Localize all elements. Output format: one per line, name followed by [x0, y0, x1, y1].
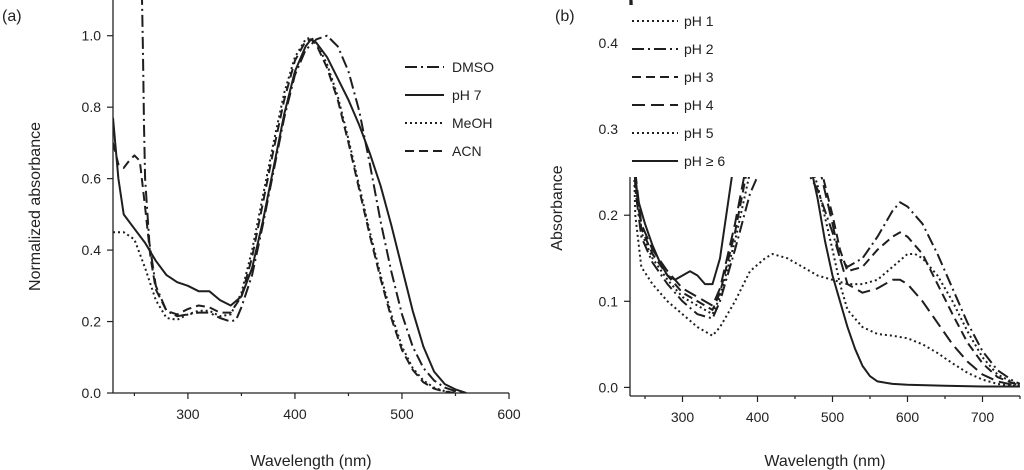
x-tick-label: 600	[896, 409, 920, 425]
y-axis-label: Normalized absorbance	[27, 122, 44, 291]
x-axis-label: Wavelength (nm)	[764, 453, 885, 470]
legend-label: ACN	[452, 143, 482, 159]
series-line-ph-7	[113, 38, 467, 393]
legend-label: pH 3	[684, 69, 714, 85]
y-tick-label: 0.3	[599, 121, 619, 137]
x-tick-label: 300	[176, 406, 200, 422]
legend-label: MeOH	[452, 115, 492, 131]
y-tick-label: 0.2	[82, 314, 102, 330]
legend-label: pH 1	[684, 13, 714, 29]
y-tick-label: 0.0	[599, 379, 619, 395]
x-tick-label: 300	[671, 409, 695, 425]
series-line-acn	[113, 38, 456, 393]
x-tick-label: 700	[971, 409, 995, 425]
series-line-ph-5	[630, 0, 1020, 388]
x-tick-label: 400	[746, 409, 770, 425]
y-tick-label: 0.1	[599, 293, 619, 309]
y-tick-label: 0.0	[82, 385, 102, 401]
chart-panel-a: 300 400 500 600 0.0 0.2 0.4 0.6 0.8 1.0 Wavelength…	[2, 0, 521, 470]
series-group	[113, 0, 467, 393]
y-tick-label: 0.4	[599, 35, 619, 51]
legend-label: pH 7	[452, 87, 482, 103]
panel-label: (b)	[555, 8, 575, 25]
x-axis-label: Wavelength (nm)	[250, 453, 371, 470]
series-line-ph-2	[630, 0, 1020, 385]
legend-background	[624, 5, 1008, 177]
y-axis-label: Absorbance	[549, 165, 566, 250]
x-tick-label: 500	[390, 406, 414, 422]
y-tick-label: 0.2	[599, 207, 619, 223]
legend-label: DMSO	[452, 59, 494, 75]
legend-label: pH 2	[684, 41, 714, 57]
y-tick-label: 0.4	[82, 242, 102, 258]
x-tick-label: 600	[497, 406, 521, 422]
y-tick-label: 1.0	[82, 28, 102, 44]
series-line-dmso	[141, 0, 467, 393]
legend-label: pH ≥ 6	[684, 153, 725, 169]
y-tick-label: 0.8	[82, 99, 102, 115]
legend: DMSO pH 7 MeOH ACN	[405, 59, 494, 159]
series-line-ph-1	[630, 0, 1020, 386]
chart-panel-b: 300 400 500 600 700 0.0 0.1 0.2 0.3 0.4 Wavelength…	[549, 0, 1021, 470]
y-tick-label: 0.6	[82, 171, 102, 187]
x-tick-label: 500	[821, 409, 845, 425]
legend-label: pH 5	[684, 125, 714, 141]
x-tick-label: 400	[283, 406, 307, 422]
legend-label: pH 4	[684, 97, 714, 113]
series-line-meoh	[113, 36, 456, 393]
panel-label: (a)	[2, 8, 22, 25]
legend: pH 1 pH 2 pH 3 pH 4 pH 5 pH ≥ 6	[624, 5, 1008, 177]
